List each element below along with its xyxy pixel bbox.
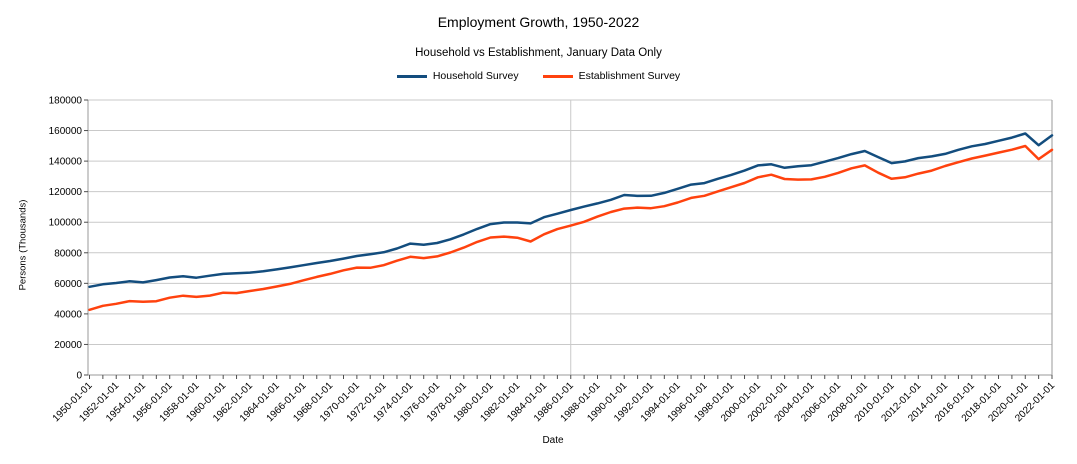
household-survey-line <box>88 132 1054 289</box>
legend-line-swatch-establishment <box>542 74 573 78</box>
y-tick-label: 160000 <box>49 126 83 137</box>
chart-title: Employment Growth, 1950-2022 <box>437 14 640 30</box>
y-tick-label: 80000 <box>54 248 82 259</box>
y-tick-label: 140000 <box>49 157 83 168</box>
establishment-survey-line <box>88 144 1054 312</box>
x-axis-title: Date <box>542 435 564 446</box>
y-tick-label: 120000 <box>49 187 83 198</box>
y-tick-label: 100000 <box>49 218 83 229</box>
legend-item-establishment-survey: Establishment Survey <box>542 70 681 82</box>
y-tick-label: 180000 <box>49 96 83 107</box>
legend-line-swatch-household <box>396 74 427 78</box>
legend-label-household: Household Survey <box>432 70 519 82</box>
y-tick-label: 40000 <box>54 309 82 320</box>
chart-legend: Household Survey Establishment Survey <box>0 70 1077 82</box>
y-tick-label: 60000 <box>54 279 82 290</box>
legend-item-household-survey: Household Survey <box>396 70 519 82</box>
y-tick-label: 20000 <box>54 340 82 351</box>
chart-subtitle: Household vs Establishment, January Data… <box>415 47 662 59</box>
legend-label-establishment: Establishment Survey <box>578 70 681 82</box>
y-tick-label: 0 <box>76 371 82 382</box>
